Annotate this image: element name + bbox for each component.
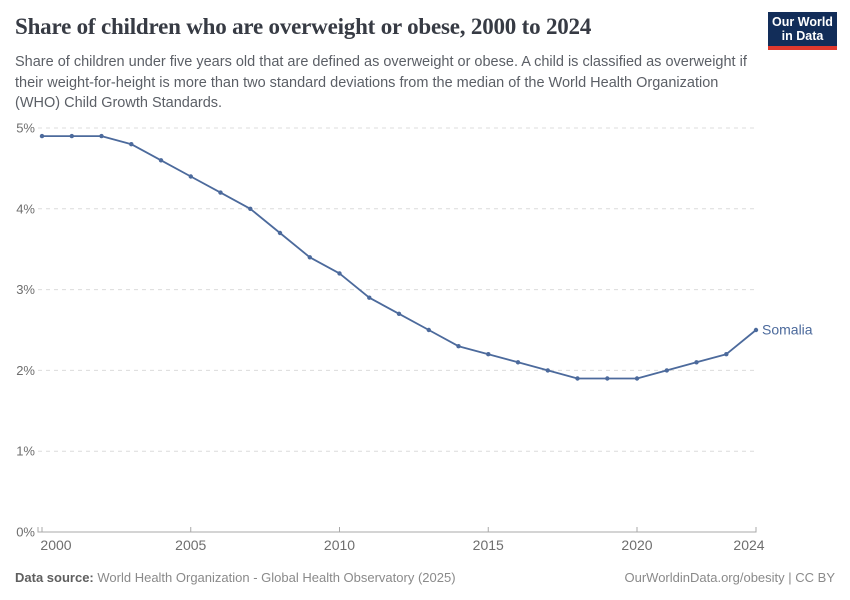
data-point[interactable] (188, 174, 193, 179)
owid-credit-link[interactable]: OurWorldinData.org/obesity | CC BY (624, 570, 836, 585)
data-point[interactable] (753, 327, 759, 333)
x-axis-line (37, 527, 757, 533)
y-tick-label: 5% (16, 121, 35, 136)
data-point[interactable] (307, 255, 312, 260)
data-point[interactable] (724, 352, 729, 357)
data-point[interactable] (575, 376, 580, 381)
series-end-label[interactable]: Somalia (762, 322, 813, 338)
y-tick-label: 2% (16, 363, 35, 378)
data-point[interactable] (694, 360, 699, 365)
data-point[interactable] (664, 368, 669, 373)
data-point[interactable] (367, 295, 372, 300)
y-tick-label: 0% (16, 525, 35, 540)
data-source: Data source: World Health Organization -… (15, 570, 456, 585)
chart-subtitle: Share of children under five years old t… (15, 54, 747, 112)
data-point[interactable] (277, 230, 283, 236)
data-point[interactable] (337, 271, 342, 276)
x-tick-label: 2000 (40, 537, 71, 553)
data-point[interactable] (158, 158, 164, 163)
data-point[interactable] (218, 190, 223, 195)
chart-footer: Data source: World Health Organization -… (15, 570, 835, 588)
x-tick-label: 2015 (473, 537, 504, 553)
x-tick-label: 2005 (175, 537, 206, 553)
x-tick-label: 2020 (621, 537, 652, 553)
data-point[interactable] (545, 368, 550, 373)
data-point[interactable] (248, 206, 253, 211)
data-point[interactable] (69, 133, 75, 139)
owid-logo-line1: Our World (772, 14, 833, 29)
data-point[interactable] (99, 133, 104, 139)
data-point[interactable] (634, 376, 640, 381)
data-point[interactable] (515, 360, 521, 365)
owid-logo[interactable]: Our World in Data (768, 12, 837, 50)
x-tick-label: 2024 (733, 537, 764, 553)
data-source-label: Data source: (15, 570, 94, 585)
data-point[interactable] (456, 344, 461, 349)
data-point[interactable] (486, 352, 491, 357)
data-point[interactable] (129, 142, 134, 147)
x-tick-label: 2010 (324, 537, 355, 553)
data-point[interactable] (605, 376, 610, 381)
chart-title: Share of children who are overweight or … (15, 14, 592, 39)
data-point[interactable] (39, 133, 45, 139)
data-point[interactable] (396, 311, 402, 316)
series-line-somalia[interactable] (42, 135, 757, 380)
owid-logo-line2: in Data (781, 29, 824, 43)
data-source-text: World Health Organization - Global Healt… (97, 570, 456, 585)
y-tick-label: 1% (16, 444, 35, 459)
y-tick-label: 4% (16, 201, 35, 216)
data-point[interactable] (426, 327, 431, 333)
y-tick-label: 3% (16, 282, 35, 297)
